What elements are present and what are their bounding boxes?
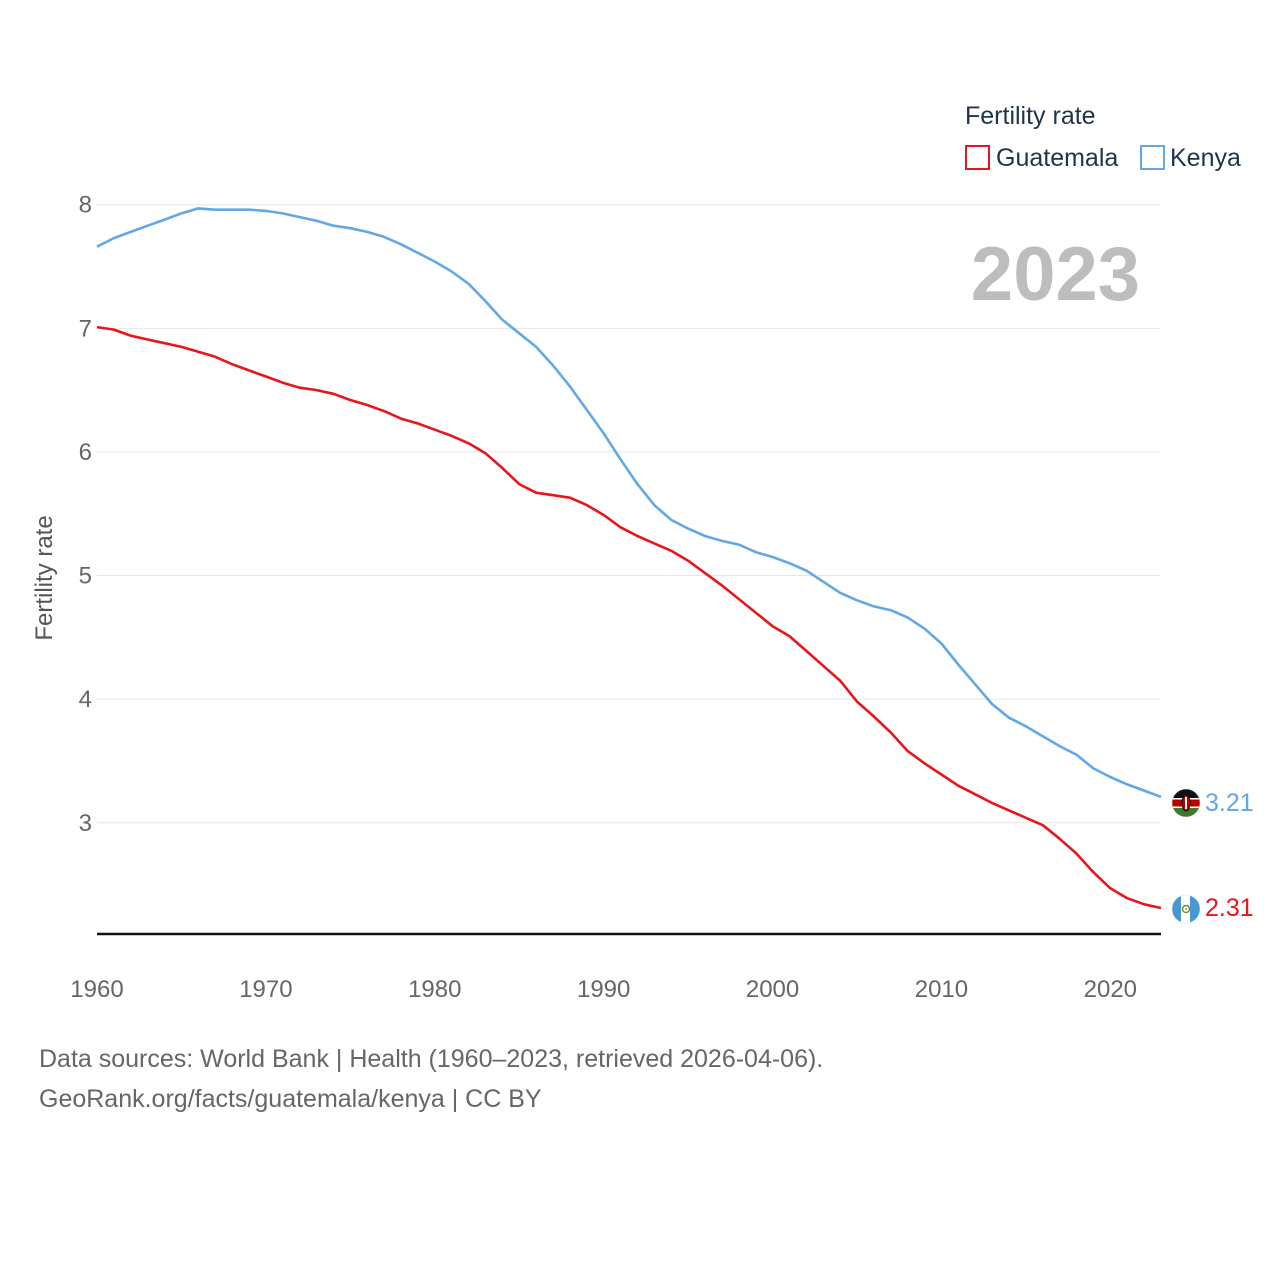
y-tick-label: 6: [79, 439, 92, 466]
y-tick-label: 3: [79, 810, 92, 837]
legend-item-kenya[interactable]: Kenya: [1140, 144, 1241, 172]
legend-title: Fertility rate: [965, 102, 1096, 130]
y-tick-label: 4: [79, 686, 92, 713]
current-year-label: 2023: [971, 232, 1140, 317]
end-value-label-kenya: 3.21: [1205, 789, 1254, 817]
guatemala-flag-icon: [1172, 895, 1200, 923]
y-tick-label: 7: [79, 315, 92, 342]
x-tick-label: 2000: [746, 976, 799, 1003]
legend-swatch-guatemala: [965, 145, 990, 170]
end-value-label-guatemala: 2.31: [1205, 894, 1254, 922]
kenya-flag-icon: [1172, 789, 1200, 817]
y-axis-ticks: 3 4 5 6 7 8: [79, 192, 92, 837]
line-chart: 3 4 5 6 7 8 1960 1970 1980 1990 2000 2010 2020 Fert…: [31, 102, 1254, 1003]
x-tick-label: 1990: [577, 976, 630, 1003]
x-tick-label: 2010: [915, 976, 968, 1003]
x-tick-label: 2020: [1084, 976, 1137, 1003]
series-line-kenya[interactable]: [96, 207, 1162, 799]
legend-swatch-kenya: [1140, 145, 1165, 170]
series-lines: [96, 207, 1162, 910]
y-tick-label: 5: [79, 563, 92, 590]
series-line-guatemala[interactable]: [96, 325, 1162, 910]
footer-attribution[interactable]: GeoRank.org/facts/guatemala/kenya | CC B…: [39, 1085, 542, 1113]
y-tick-label: 8: [79, 192, 92, 219]
x-tick-label: 1960: [70, 976, 123, 1003]
legend-label-kenya: Kenya: [1170, 144, 1241, 172]
x-axis-ticks: 1960 1970 1980 1990 2000 2010 2020: [70, 976, 1137, 1003]
x-tick-label: 1980: [408, 976, 461, 1003]
x-tick-label: 1970: [239, 976, 292, 1003]
legend-item-guatemala[interactable]: Guatemala: [965, 144, 1118, 172]
footer-sources: Data sources: World Bank | Health (1960–…: [39, 1045, 824, 1073]
y-axis-label: Fertility rate: [31, 515, 58, 640]
legend-label-guatemala: Guatemala: [996, 144, 1118, 172]
legend: Fertility rate Guatemala Kenya: [965, 102, 1241, 172]
grid-lines: [97, 204, 1161, 824]
